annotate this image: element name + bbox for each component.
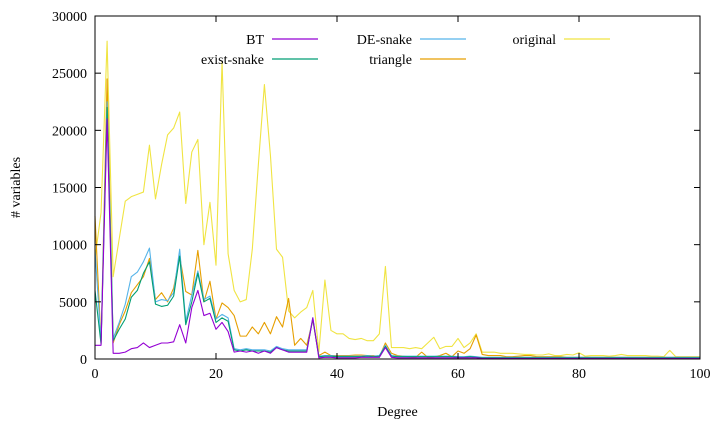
x-tick-label: 0 xyxy=(92,367,99,382)
legend: BT DE-snake original exist-snake triangle xyxy=(201,33,610,68)
series-line-bt xyxy=(95,118,700,359)
x-axis-label: Degree xyxy=(377,405,417,420)
y-tick-label: 0 xyxy=(80,353,87,368)
x-tick-label: 60 xyxy=(451,367,465,382)
y-tick-label: 25000 xyxy=(52,67,87,82)
x-tick-label: 20 xyxy=(209,367,223,382)
y-tick-label: 30000 xyxy=(52,10,87,25)
x-tick-label: 100 xyxy=(690,367,711,382)
legend-label-exist-snake: exist-snake xyxy=(201,53,264,68)
legend-label-original: original xyxy=(512,33,556,48)
series-line-original xyxy=(94,40,700,358)
legend-label-bt: BT xyxy=(246,33,264,48)
y-tick-label: 20000 xyxy=(52,124,87,139)
y-tick-label: 15000 xyxy=(52,182,87,197)
x-tick-label: 80 xyxy=(572,367,586,382)
y-axis-label: # variables xyxy=(9,157,24,218)
legend-label-de-snake: DE-snake xyxy=(357,33,412,48)
x-tick-label: 40 xyxy=(330,367,344,382)
y-tick-label: 10000 xyxy=(52,239,87,254)
legend-label-triangle: triangle xyxy=(369,53,412,68)
series-layer xyxy=(94,40,700,359)
series-line-de-snake xyxy=(94,101,700,358)
y-tick-label: 5000 xyxy=(59,296,87,311)
series-line-exist-snake xyxy=(94,106,700,359)
ticks-layer: 0 20 40 60 80 100 0 5000 10000 15000 20000 25000 300… xyxy=(52,10,711,382)
